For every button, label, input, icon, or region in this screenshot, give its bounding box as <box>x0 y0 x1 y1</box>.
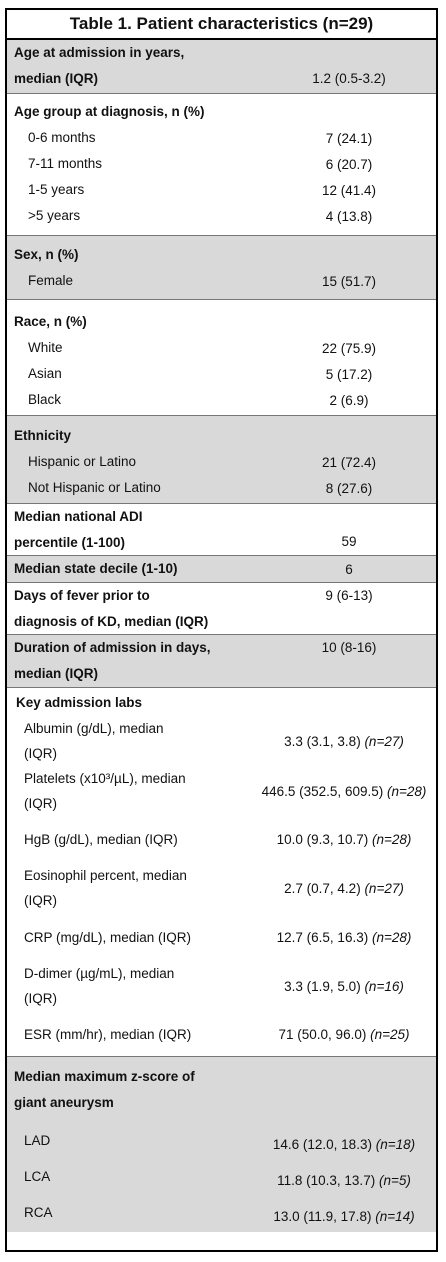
group-label: Median maximum z-score of <box>14 1069 195 1084</box>
row-label: Median national ADI <box>14 508 143 524</box>
zscore-value: 11.8 (10.3, 13.7) <box>277 1172 379 1188</box>
lab-row: HgB (g/dL), median (IQR) 10.0 (9.3, 10.7… <box>7 816 436 862</box>
lab-row: ESR (mm/hr), median (IQR) 71 (50.0, 96.0… <box>7 1012 436 1056</box>
table-title: Table 1. Patient characteristics (n=29) <box>7 10 436 40</box>
zscore-value: 14.6 (12.0, 18.3) <box>272 1136 376 1152</box>
lab-label: (IQR) <box>24 796 57 811</box>
lab-label: ESR (mm/hr), median (IQR) <box>24 1026 192 1042</box>
artery-label: RCA <box>24 1204 53 1220</box>
zscore-n: (n=5) <box>378 1172 411 1188</box>
item-label: >5 years <box>28 208 81 223</box>
artery-label: LCA <box>24 1168 51 1184</box>
item-value: 15 (51.7) <box>321 273 377 289</box>
row-label: Days of fever prior to <box>14 587 150 603</box>
row-sex: Sex, n (%) Female 15 (51.7) <box>7 236 436 300</box>
row-key-labs: Key admission labs Albumin (g/dL), media… <box>7 688 436 1057</box>
row-fever-days: Days of fever prior to diagnosis of KD, … <box>7 583 436 635</box>
row-value: 6 <box>345 561 353 577</box>
lab-label: Albumin (g/dL), median <box>24 721 164 736</box>
row-zscore: Median maximum z-score of giant aneurysm… <box>7 1057 436 1232</box>
zscore-row: LCA 11.8 (10.3, 13.7) (n=5) <box>7 1158 436 1194</box>
lab-label: Eosinophil percent, median <box>24 868 187 883</box>
row-label: percentile (1-100) <box>14 534 126 550</box>
item-value: 2 (6.9) <box>329 392 369 408</box>
item-value: 5 (17.2) <box>325 366 373 382</box>
zscore-row: RCA 13.0 (11.9, 17.8) (n=14) <box>7 1194 436 1230</box>
item-value: 8 (27.6) <box>325 480 373 496</box>
item-label: 0-6 months <box>28 130 96 145</box>
row-value: 10 (8-16) <box>321 640 377 655</box>
row-label: Duration of admission in days, <box>14 640 211 655</box>
lab-row: D-dimer (µg/mL), median (IQR) 3.3 (1.9, 5… <box>7 960 436 1012</box>
row-label: Age at admission in years, <box>14 45 185 60</box>
item-label: 1-5 years <box>28 182 85 197</box>
artery-label: LAD <box>24 1132 51 1148</box>
item-value: 7 (24.1) <box>325 130 373 146</box>
row-value: 9 (6-13) <box>325 588 373 603</box>
zscore-row: LAD 14.6 (12.0, 18.3) (n=18) <box>7 1122 436 1158</box>
item-label: White <box>28 340 63 355</box>
lab-label: (IQR) <box>24 991 57 1006</box>
item-label: 7-11 months <box>28 156 103 171</box>
zscore-value: 13.0 (11.9, 17.8) <box>273 1208 376 1224</box>
group-label: Age group at diagnosis, n (%) <box>14 104 205 119</box>
lab-n: (n=25) <box>370 1026 410 1042</box>
lab-row: Eosinophil percent, median (IQR) 2.7 (0.7… <box>7 862 436 914</box>
lab-n: (n=28) <box>371 929 412 945</box>
lab-n: (n=16) <box>364 978 404 994</box>
patient-characteristics-table: Table 1. Patient characteristics (n=29) … <box>5 8 438 1252</box>
lab-row: CRP (mg/dL), median (IQR) 12.7 (6.5, 16.… <box>7 914 436 960</box>
lab-value: 10.0 (9.3, 10.7) <box>276 831 372 847</box>
group-label: Ethnicity <box>14 428 72 443</box>
lab-label: (IQR) <box>24 746 57 761</box>
row-value: 1.2 (0.5-3.2) <box>312 71 386 86</box>
lab-value: 12.7 (6.5, 16.3) <box>276 929 372 945</box>
row-label: Median state decile (1-10) <box>14 561 178 576</box>
item-value: 4 (13.8) <box>325 208 373 224</box>
row-age-group: Age group at diagnosis, n (%) 0-6 months… <box>7 94 436 236</box>
lab-label: HgB (g/dL), median (IQR) <box>24 831 178 847</box>
lab-n: (n=27) <box>364 733 404 749</box>
row-label: diagnosis of KD, median (IQR) <box>14 613 209 629</box>
zscore-n: (n=14) <box>375 1208 415 1224</box>
row-label: median (IQR) <box>14 71 99 86</box>
group-label: Sex, n (%) <box>14 247 79 262</box>
zscore-n: (n=18) <box>375 1136 416 1152</box>
lab-value: 2.7 (0.7, 4.2) <box>284 880 365 896</box>
item-value: 22 (75.9) <box>321 340 377 356</box>
row-ethnicity: Ethnicity Hispanic or Latino 21 (72.4) No… <box>7 416 436 504</box>
item-value: 6 (20.7) <box>325 156 373 172</box>
lab-row: Platelets (x10³/µL), median (IQR) 446.5 (… <box>7 766 436 816</box>
row-state-decile: Median state decile (1-10) 6 <box>7 556 436 583</box>
lab-label: Platelets (x10³/µL), median <box>24 771 186 786</box>
lab-label: (IQR) <box>24 893 57 908</box>
lab-label: CRP (mg/dL), median (IQR) <box>24 929 192 945</box>
item-label: Not Hispanic or Latino <box>28 480 161 495</box>
lab-value: 71 (50.0, 96.0) <box>278 1026 371 1042</box>
group-label: Key admission labs <box>16 695 143 710</box>
row-age-admission: Age at admission in years, median (IQR) … <box>7 40 436 94</box>
row-admission-duration: Duration of admission in days, median (I… <box>7 635 436 688</box>
row-label: median (IQR) <box>14 666 99 681</box>
item-label: Asian <box>28 366 62 381</box>
item-value: 12 (41.4) <box>321 182 377 198</box>
lab-value: 3.3 (1.9, 5.0) <box>284 978 365 994</box>
lab-value: 446.5 (352.5, 609.5) <box>261 783 387 799</box>
lab-value: 3.3 (3.1, 3.8) <box>284 733 365 749</box>
group-label: Race, n (%) <box>14 314 87 329</box>
row-race: Race, n (%) White 22 (75.9) Asian 5 (17.2)… <box>7 300 436 416</box>
item-label: Hispanic or Latino <box>28 454 137 469</box>
row-value: 59 <box>341 534 357 549</box>
lab-n: (n=28) <box>386 783 427 799</box>
item-label: Female <box>28 273 74 288</box>
lab-row: Albumin (g/dL), median (IQR) 3.3 (3.1, 3.… <box>7 716 436 766</box>
item-label: Black <box>28 392 62 407</box>
lab-n: (n=28) <box>371 831 412 847</box>
lab-n: (n=27) <box>364 880 404 896</box>
item-value: 21 (72.4) <box>321 454 377 470</box>
lab-label: D-dimer (µg/mL), median <box>24 966 175 981</box>
group-label: giant aneurysm <box>14 1095 114 1110</box>
row-adi-percentile: Median national ADI percentile (1-100) 5… <box>7 504 436 556</box>
